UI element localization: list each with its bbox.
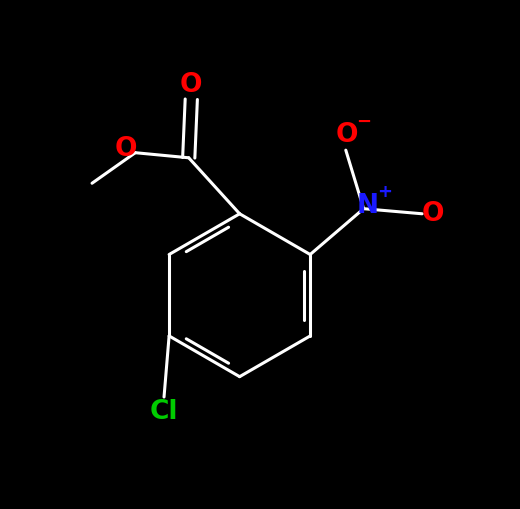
- Text: Cl: Cl: [150, 399, 178, 426]
- Text: O: O: [422, 201, 445, 227]
- Text: O: O: [115, 135, 137, 162]
- Text: O: O: [335, 122, 358, 148]
- Text: +: +: [378, 183, 393, 202]
- Text: −: −: [357, 113, 372, 131]
- Text: O: O: [180, 72, 202, 98]
- Text: N: N: [357, 193, 379, 219]
